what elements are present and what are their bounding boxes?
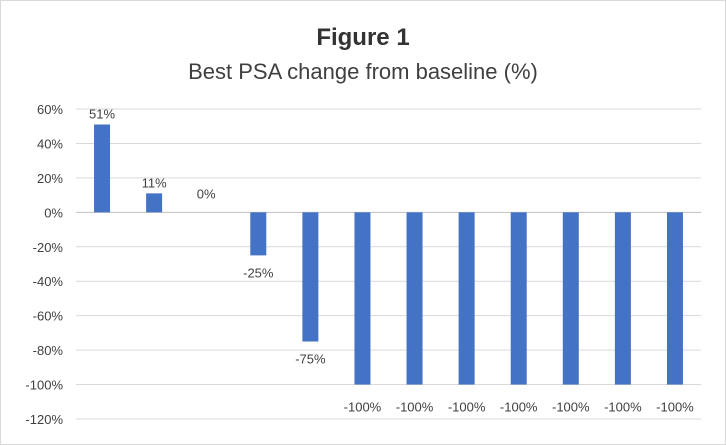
data-label: -100% [344, 400, 382, 415]
data-label: 0% [197, 186, 216, 201]
data-label: -100% [656, 400, 694, 415]
bar [458, 212, 475, 385]
data-label: -25% [243, 265, 274, 280]
y-tick-label: 40% [37, 136, 63, 151]
data-label: -100% [604, 400, 642, 415]
y-tick-label: -80% [33, 343, 64, 358]
bar [354, 212, 371, 385]
bar [510, 212, 527, 385]
y-axis: 60% 40% 20% 0% -20% -40% -60% -80% -100% -120% [25, 102, 63, 427]
y-tick-label: -60% [33, 309, 64, 324]
chart-title: Figure 1 [316, 24, 409, 51]
data-labels: 51% 11% 0% -25% -75% -100% -100% -100% -100% -100… [89, 107, 694, 415]
chart-subtitle: Best PSA change from baseline (%) [188, 59, 538, 84]
bar [302, 212, 319, 342]
bar [94, 124, 111, 213]
data-label: -100% [448, 400, 486, 415]
grid-lines [76, 108, 701, 420]
y-tick-label: 60% [37, 102, 63, 117]
y-tick-label: -20% [33, 240, 64, 255]
bar [250, 212, 267, 256]
data-label: -100% [396, 400, 434, 415]
data-label: 51% [89, 107, 115, 122]
bar [406, 212, 423, 385]
data-label: -100% [500, 400, 538, 415]
data-label: -75% [295, 352, 326, 367]
data-label: -100% [552, 400, 590, 415]
y-tick-label: -40% [33, 274, 64, 289]
y-tick-label: 20% [37, 171, 63, 186]
y-tick-label: -120% [25, 412, 63, 427]
bars [94, 124, 683, 385]
bar [666, 212, 683, 385]
data-label: 11% [142, 175, 167, 190]
bar [146, 193, 163, 213]
y-tick-label: 0% [44, 205, 63, 220]
bar [614, 212, 631, 385]
y-tick-label: -100% [25, 378, 63, 393]
bar [562, 212, 579, 385]
